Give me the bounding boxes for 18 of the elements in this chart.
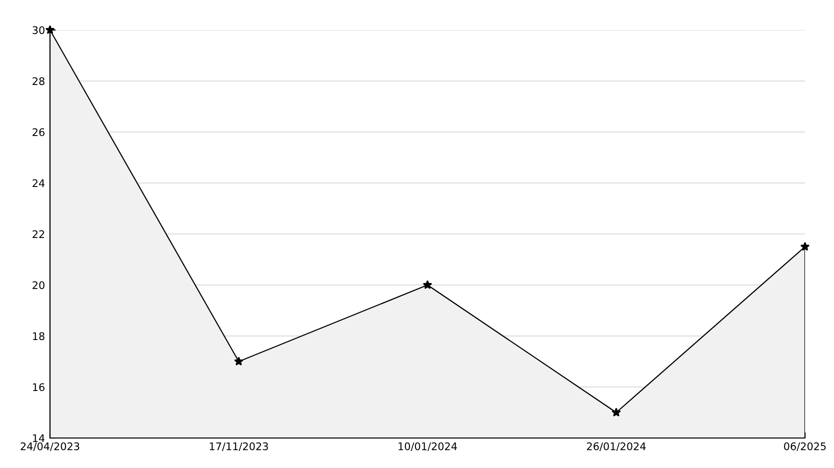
y-tick-label: 24: [32, 179, 45, 187]
x-tick-label: 26/01/2024: [586, 442, 646, 452]
x-tick-label: 17/11/2023: [210, 442, 268, 452]
y-tick-label: 30: [32, 26, 44, 34]
y-tick-label: 18: [33, 332, 44, 340]
point: [612, 408, 621, 417]
x-tick-label: 24/04/2023: [20, 442, 80, 452]
y-tick-label: 26: [32, 128, 44, 136]
y-tick-label: 20: [32, 281, 44, 290]
x-tick-label: 10/01/2024: [398, 442, 457, 452]
y-tick-label: 22: [32, 230, 44, 238]
point: [800, 242, 810, 251]
y-tick-label: 16: [33, 383, 44, 392]
x-tick-label: 06/2025: [784, 442, 826, 452]
y-tick-label: 14: [33, 434, 45, 442]
point: [234, 356, 244, 366]
point: [422, 280, 432, 290]
y-tick-label: 28: [32, 77, 44, 86]
